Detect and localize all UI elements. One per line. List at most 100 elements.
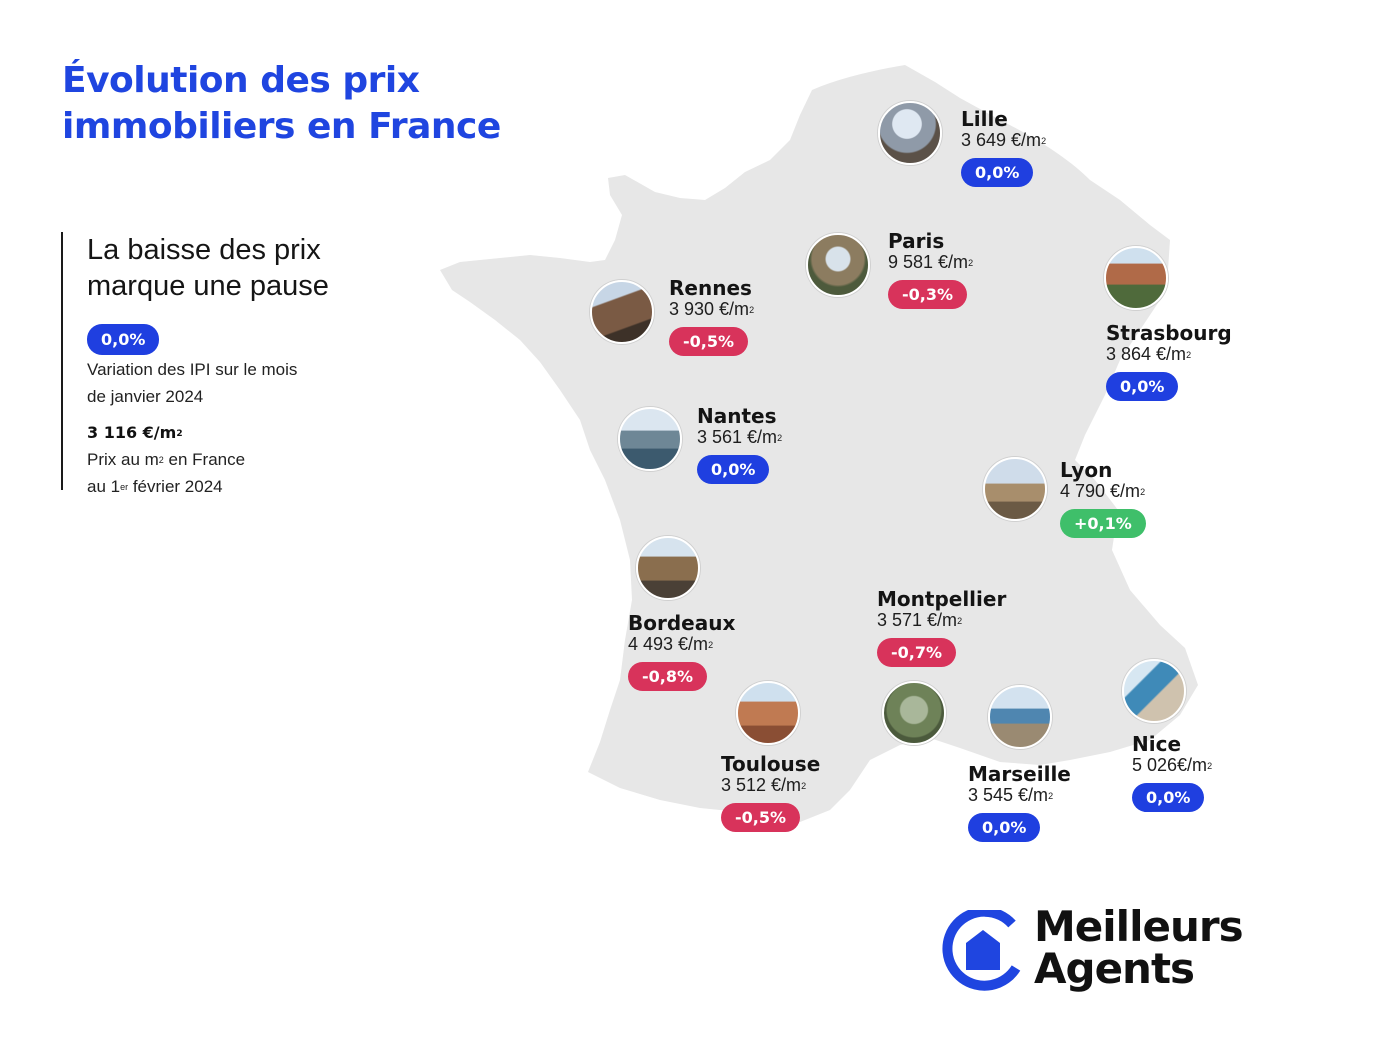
city-price-value: 3 930 €/m — [669, 299, 750, 319]
unit-sup: 2 — [1186, 350, 1192, 360]
house-icon — [942, 910, 1021, 991]
city-name: Lille — [961, 107, 1008, 131]
unit-sup: 2 — [1207, 761, 1213, 771]
logo-wordmark: Meilleurs Agents — [1034, 902, 1244, 993]
city-marseille: Marseille 3 545 €/m2 0,0% — [968, 763, 1071, 842]
city-bordeaux: Bordeaux 4 493 €/m2 -0,8% — [628, 612, 735, 691]
city-price: 3 571 €/m2 — [877, 610, 1006, 631]
change-badge: 0,0% — [697, 455, 770, 484]
city-montpellier: Montpellier 3 571 €/m2 -0,7% — [877, 588, 1006, 667]
lyon-photo — [983, 457, 1047, 521]
city-toulouse: Toulouse 3 512 €/m2 -0,5% — [721, 753, 820, 832]
unit-sup: 2 — [777, 433, 783, 443]
nantes-photo — [618, 407, 682, 471]
headline-line-2: marque une pause — [87, 270, 329, 302]
marseille-photo — [988, 685, 1052, 749]
unit-sup: 2 — [801, 781, 807, 791]
strasbourg-photo — [1104, 246, 1168, 310]
city-lille: Lille 3 649 €/m2 0,0% — [961, 108, 1046, 187]
price-desc-1-post: en France — [163, 450, 246, 469]
change-badge: -0,5% — [669, 327, 749, 356]
city-price-value: 3 512 €/m — [721, 775, 802, 795]
change-badge: -0,8% — [628, 662, 708, 691]
change-badge: -0,3% — [888, 280, 968, 309]
logo-line-1: Meilleurs — [1034, 902, 1244, 951]
france-map-shape — [440, 65, 1198, 822]
price-desc-1-pre: Prix au m — [87, 450, 159, 469]
city-price-value: 4 790 €/m — [1060, 481, 1141, 501]
change-badge: -0,7% — [877, 638, 957, 667]
rennes-photo — [590, 280, 654, 344]
title-line-2: immobiliers en France — [62, 106, 501, 147]
variation-description: Variation des IPI sur le mois de janvier… — [87, 356, 381, 410]
city-lyon: Lyon 4 790 €/m2 +0,1% — [1060, 459, 1146, 538]
city-price: 3 930 €/m2 — [669, 299, 754, 320]
city-paris: Paris 9 581 €/m2 -0,3% — [888, 230, 973, 309]
paris-photo — [806, 233, 870, 297]
city-price: 3 561 €/m2 — [697, 427, 782, 448]
unit-sup: 2 — [749, 305, 755, 315]
unit-sup: 2 — [957, 616, 963, 626]
unit-sup: 2 — [968, 258, 974, 268]
change-badge: 0,0% — [961, 158, 1034, 187]
price-desc-2-post: février 2024 — [128, 477, 223, 496]
city-price: 3 864 €/m2 — [1106, 344, 1232, 365]
city-name: Rennes — [669, 276, 752, 300]
bordeaux-photo — [636, 536, 700, 600]
city-price-value: 3 545 €/m — [968, 785, 1049, 805]
price-desc-2-pre: au 1 — [87, 477, 121, 496]
city-nice: Nice 5 026€/m2 0,0% — [1132, 733, 1212, 812]
logo-line-2: Agents — [1034, 944, 1195, 993]
headline-line-1: La baisse des prix — [87, 234, 321, 266]
montpellier-photo — [882, 681, 946, 745]
nice-photo — [1122, 659, 1186, 723]
unit-sup: 2 — [708, 640, 714, 650]
change-badge: 0,0% — [1132, 783, 1205, 812]
price-description: Prix au m2 en France au 1er février 2024 — [87, 446, 381, 500]
city-nantes: Nantes 3 561 €/m2 0,0% — [697, 405, 782, 484]
summary-panel: La baisse des prix marque une pause 0,0%… — [61, 232, 381, 496]
city-price-value: 3 864 €/m — [1106, 344, 1187, 364]
national-price: 3 116 €/m2 — [87, 420, 381, 446]
price-desc-2-sup: er — [120, 482, 129, 492]
city-price-value: 9 581 €/m — [888, 252, 969, 272]
price-desc-1-sup: 2 — [158, 455, 164, 465]
city-price: 3 512 €/m2 — [721, 775, 820, 796]
city-price: 9 581 €/m2 — [888, 252, 973, 273]
city-name: Toulouse — [721, 752, 821, 776]
city-price-value: 3 571 €/m — [877, 610, 958, 630]
city-price: 3 649 €/m2 — [961, 130, 1046, 151]
city-name: Paris — [888, 229, 945, 253]
unit-sup: 2 — [1048, 791, 1054, 801]
page-title: Évolution des prix immobiliers en France — [62, 58, 501, 150]
city-price-value: 3 561 €/m — [697, 427, 778, 447]
city-name: Strasbourg — [1106, 321, 1232, 345]
city-price-value: 3 649 €/m — [961, 130, 1042, 150]
city-name: Marseille — [968, 762, 1071, 786]
unit-sup: 2 — [1041, 136, 1047, 146]
brand-logo: Meilleurs Agents — [942, 902, 1244, 1000]
city-strasbourg: Strasbourg 3 864 €/m2 0,0% — [1106, 322, 1232, 401]
city-name: Nice — [1132, 732, 1182, 756]
change-badge: 0,0% — [1106, 372, 1179, 401]
city-price-value: 4 493 €/m — [628, 634, 709, 654]
city-price: 4 493 €/m2 — [628, 634, 735, 655]
toulouse-photo — [736, 681, 800, 745]
city-rennes: Rennes 3 930 €/m2 -0,5% — [669, 277, 754, 356]
city-name: Montpellier — [877, 587, 1007, 611]
title-line-1: Évolution des prix — [62, 60, 420, 101]
city-price: 4 790 €/m2 — [1060, 481, 1146, 502]
city-price: 3 545 €/m2 — [968, 785, 1071, 806]
city-name: Nantes — [697, 404, 777, 428]
variation-desc-line-2: de janvier 2024 — [87, 387, 204, 406]
national-price-value: 3 116 €/m — [87, 423, 177, 442]
change-badge: -0,5% — [721, 803, 801, 832]
variation-desc-line-1: Variation des IPI sur le mois — [87, 360, 298, 379]
city-name: Lyon — [1060, 458, 1113, 482]
change-badge: +0,1% — [1060, 509, 1146, 538]
city-price: 5 026€/m2 — [1132, 755, 1212, 776]
unit-sup: 2 — [1140, 487, 1146, 497]
national-variation-badge: 0,0% — [87, 324, 160, 355]
city-name: Bordeaux — [628, 611, 736, 635]
